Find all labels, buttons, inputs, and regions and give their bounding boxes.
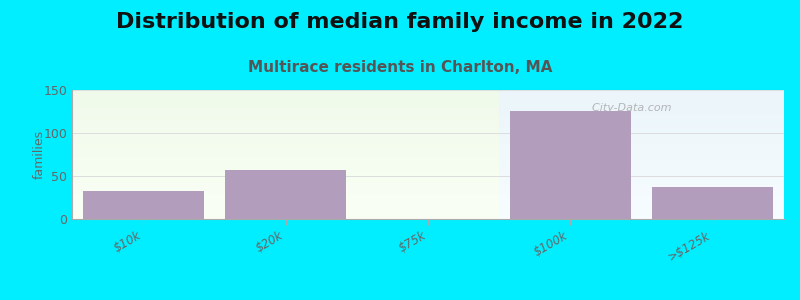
Text: Distribution of median family income in 2022: Distribution of median family income in … xyxy=(116,12,684,32)
Bar xyxy=(510,111,631,219)
Text: Multirace residents in Charlton, MA: Multirace residents in Charlton, MA xyxy=(248,60,552,75)
Y-axis label: families: families xyxy=(33,130,46,179)
Bar xyxy=(225,170,346,219)
Bar xyxy=(652,187,774,219)
Text: City-Data.com: City-Data.com xyxy=(585,103,671,113)
Bar xyxy=(82,190,204,219)
